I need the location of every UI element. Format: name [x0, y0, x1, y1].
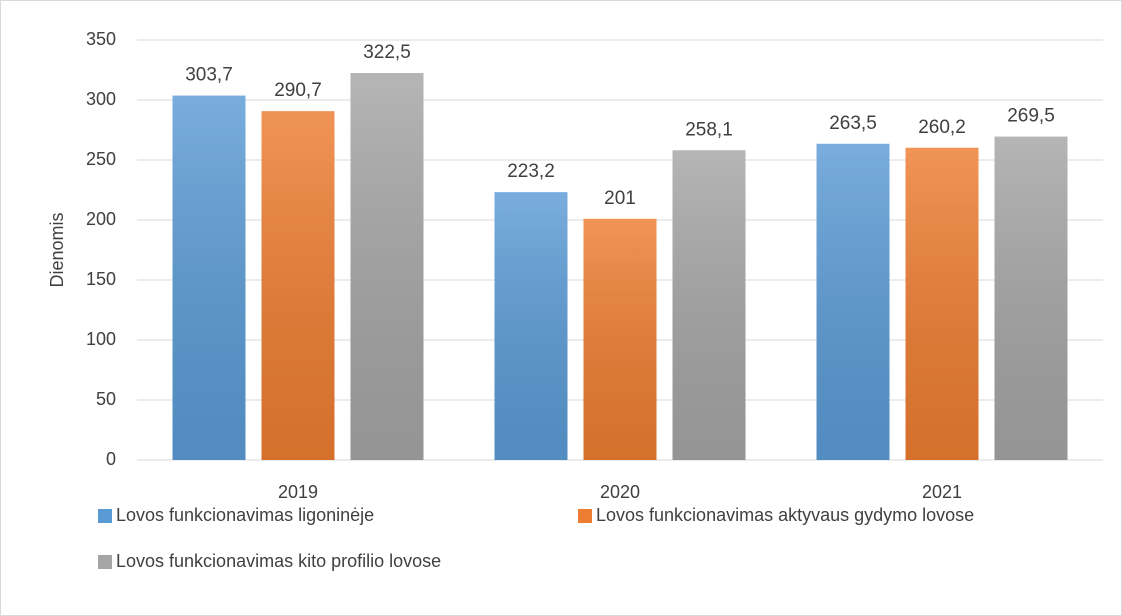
- bar-shade: [905, 147, 979, 460]
- y-tick-label: 0: [106, 449, 116, 469]
- value-label: 322,5: [363, 42, 411, 63]
- y-tick-label: 350: [86, 29, 116, 49]
- y-tick-label: 100: [86, 329, 116, 349]
- value-label: 223,2: [507, 161, 555, 182]
- value-label: 260,2: [918, 117, 966, 138]
- value-label: 290,7: [274, 80, 322, 101]
- y-tick-label: 150: [86, 269, 116, 289]
- bar-shade: [172, 95, 246, 460]
- value-label: 269,5: [1007, 106, 1055, 127]
- value-label: 258,1: [685, 119, 733, 140]
- legend-swatch: [578, 509, 592, 523]
- x-tick-label: 2020: [600, 482, 640, 502]
- y-axis-label: Dienomis: [47, 212, 67, 287]
- legend-label: Lovos funkcionavimas ligoninėje: [116, 505, 374, 525]
- legend-label: Lovos funkcionavimas aktyvaus gydymo lov…: [596, 505, 974, 525]
- bar-shade: [672, 150, 746, 460]
- legend-label: Lovos funkcionavimas kito profilio lovos…: [116, 551, 441, 571]
- y-tick-label: 300: [86, 89, 116, 109]
- y-tick-label: 250: [86, 149, 116, 169]
- value-label: 201: [604, 188, 636, 209]
- y-tick-label: 200: [86, 209, 116, 229]
- bar-shade: [261, 111, 335, 460]
- legend-swatch: [98, 509, 112, 523]
- bar-shade: [583, 218, 657, 460]
- x-tick-label: 2019: [278, 482, 318, 502]
- bar-shade: [494, 192, 568, 460]
- legend-swatch: [98, 555, 112, 569]
- x-tick-label: 2021: [922, 482, 962, 502]
- y-tick-label: 50: [96, 389, 116, 409]
- bar-shade: [350, 73, 424, 460]
- bar-shade: [994, 136, 1068, 460]
- value-label: 303,7: [185, 65, 233, 86]
- value-label: 263,5: [829, 113, 877, 134]
- bar-shade: [816, 143, 890, 461]
